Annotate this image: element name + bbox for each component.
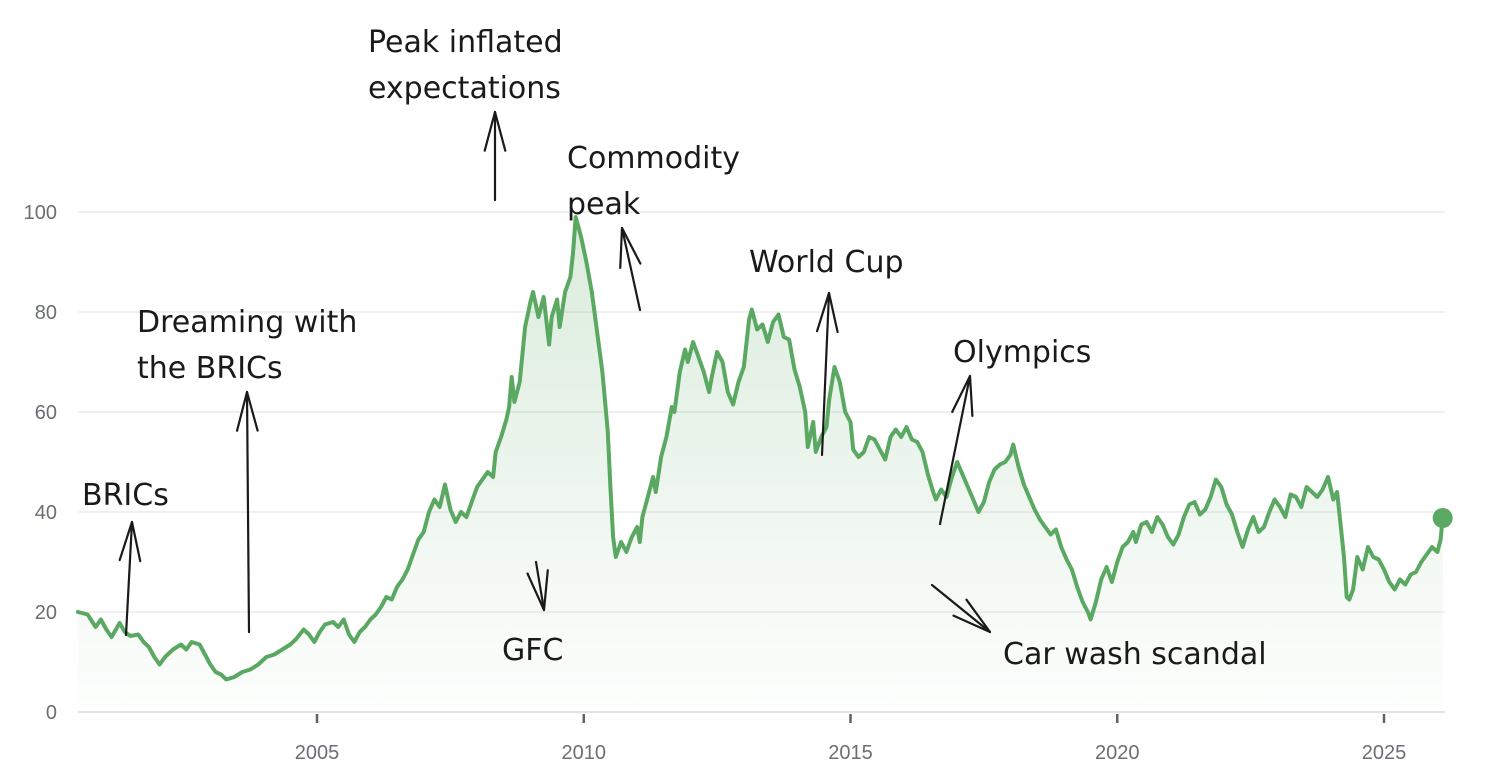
- arrowhead: [952, 598, 992, 634]
- annotation-label: peak: [567, 187, 641, 222]
- series-line: [76, 215, 1445, 682]
- series-layer: [76, 215, 1453, 712]
- arrow-shaft: [820, 291, 831, 457]
- arrowhead: [951, 374, 974, 418]
- annotation-label: BRICs: [82, 478, 169, 513]
- arrowhead: [483, 110, 507, 152]
- x-tick-label: 2005: [295, 742, 340, 764]
- end-point-marker: [1432, 508, 1453, 528]
- annotation-label: expectations: [368, 71, 561, 106]
- arrowhead: [235, 390, 259, 432]
- annotation: GFC: [502, 560, 563, 668]
- annotation-layer: BRICs Dreaming with the BRICs Peak inflated…: [82, 25, 1267, 672]
- x-tick-label: 2025: [1362, 742, 1407, 764]
- annotation-label: Commodity: [567, 141, 740, 176]
- y-tick-label: 80: [35, 302, 57, 324]
- y-tick-label: 100: [24, 202, 57, 224]
- y-tick-label: 20: [35, 602, 57, 624]
- series-area: [78, 217, 1443, 712]
- arrowhead: [526, 569, 549, 612]
- arrow-shaft: [124, 520, 134, 637]
- arrow-shaft: [938, 374, 972, 526]
- annotation-label: Olympics: [953, 335, 1091, 370]
- x-tick-label: 2015: [828, 742, 873, 764]
- annotation: BRICs: [82, 478, 169, 637]
- annotation: Dreaming with the BRICs: [137, 305, 357, 634]
- annotation: Olympics: [938, 335, 1091, 526]
- annotation-label: World Cup: [749, 245, 904, 280]
- annotation-label: Peak inflated: [368, 25, 563, 60]
- annotation-label: GFC: [502, 633, 563, 668]
- x-tick-label: 2020: [1095, 742, 1140, 764]
- annotation: Peak inflated expectations: [368, 25, 563, 202]
- annotation: World Cup: [749, 245, 904, 457]
- annotation: Commodity peak: [567, 141, 740, 312]
- annotation: Car wash scandal: [930, 583, 1267, 672]
- arrowhead: [815, 291, 839, 334]
- y-tick-label: 60: [35, 402, 57, 424]
- arrowhead: [619, 226, 642, 270]
- y-tick-label: 40: [35, 502, 57, 524]
- x-tick-label: 2010: [562, 742, 607, 764]
- annotation-label: Dreaming with: [137, 305, 357, 340]
- y-tick-label: 0: [46, 702, 57, 724]
- arrow-shaft: [620, 226, 642, 312]
- arrow-shaft: [930, 583, 992, 634]
- arrow-shaft: [245, 390, 251, 634]
- arrow-shaft: [534, 560, 546, 612]
- annotation-label: the BRICs: [137, 351, 283, 386]
- arrowhead: [118, 520, 142, 563]
- annotation-label: Car wash scandal: [1003, 637, 1267, 672]
